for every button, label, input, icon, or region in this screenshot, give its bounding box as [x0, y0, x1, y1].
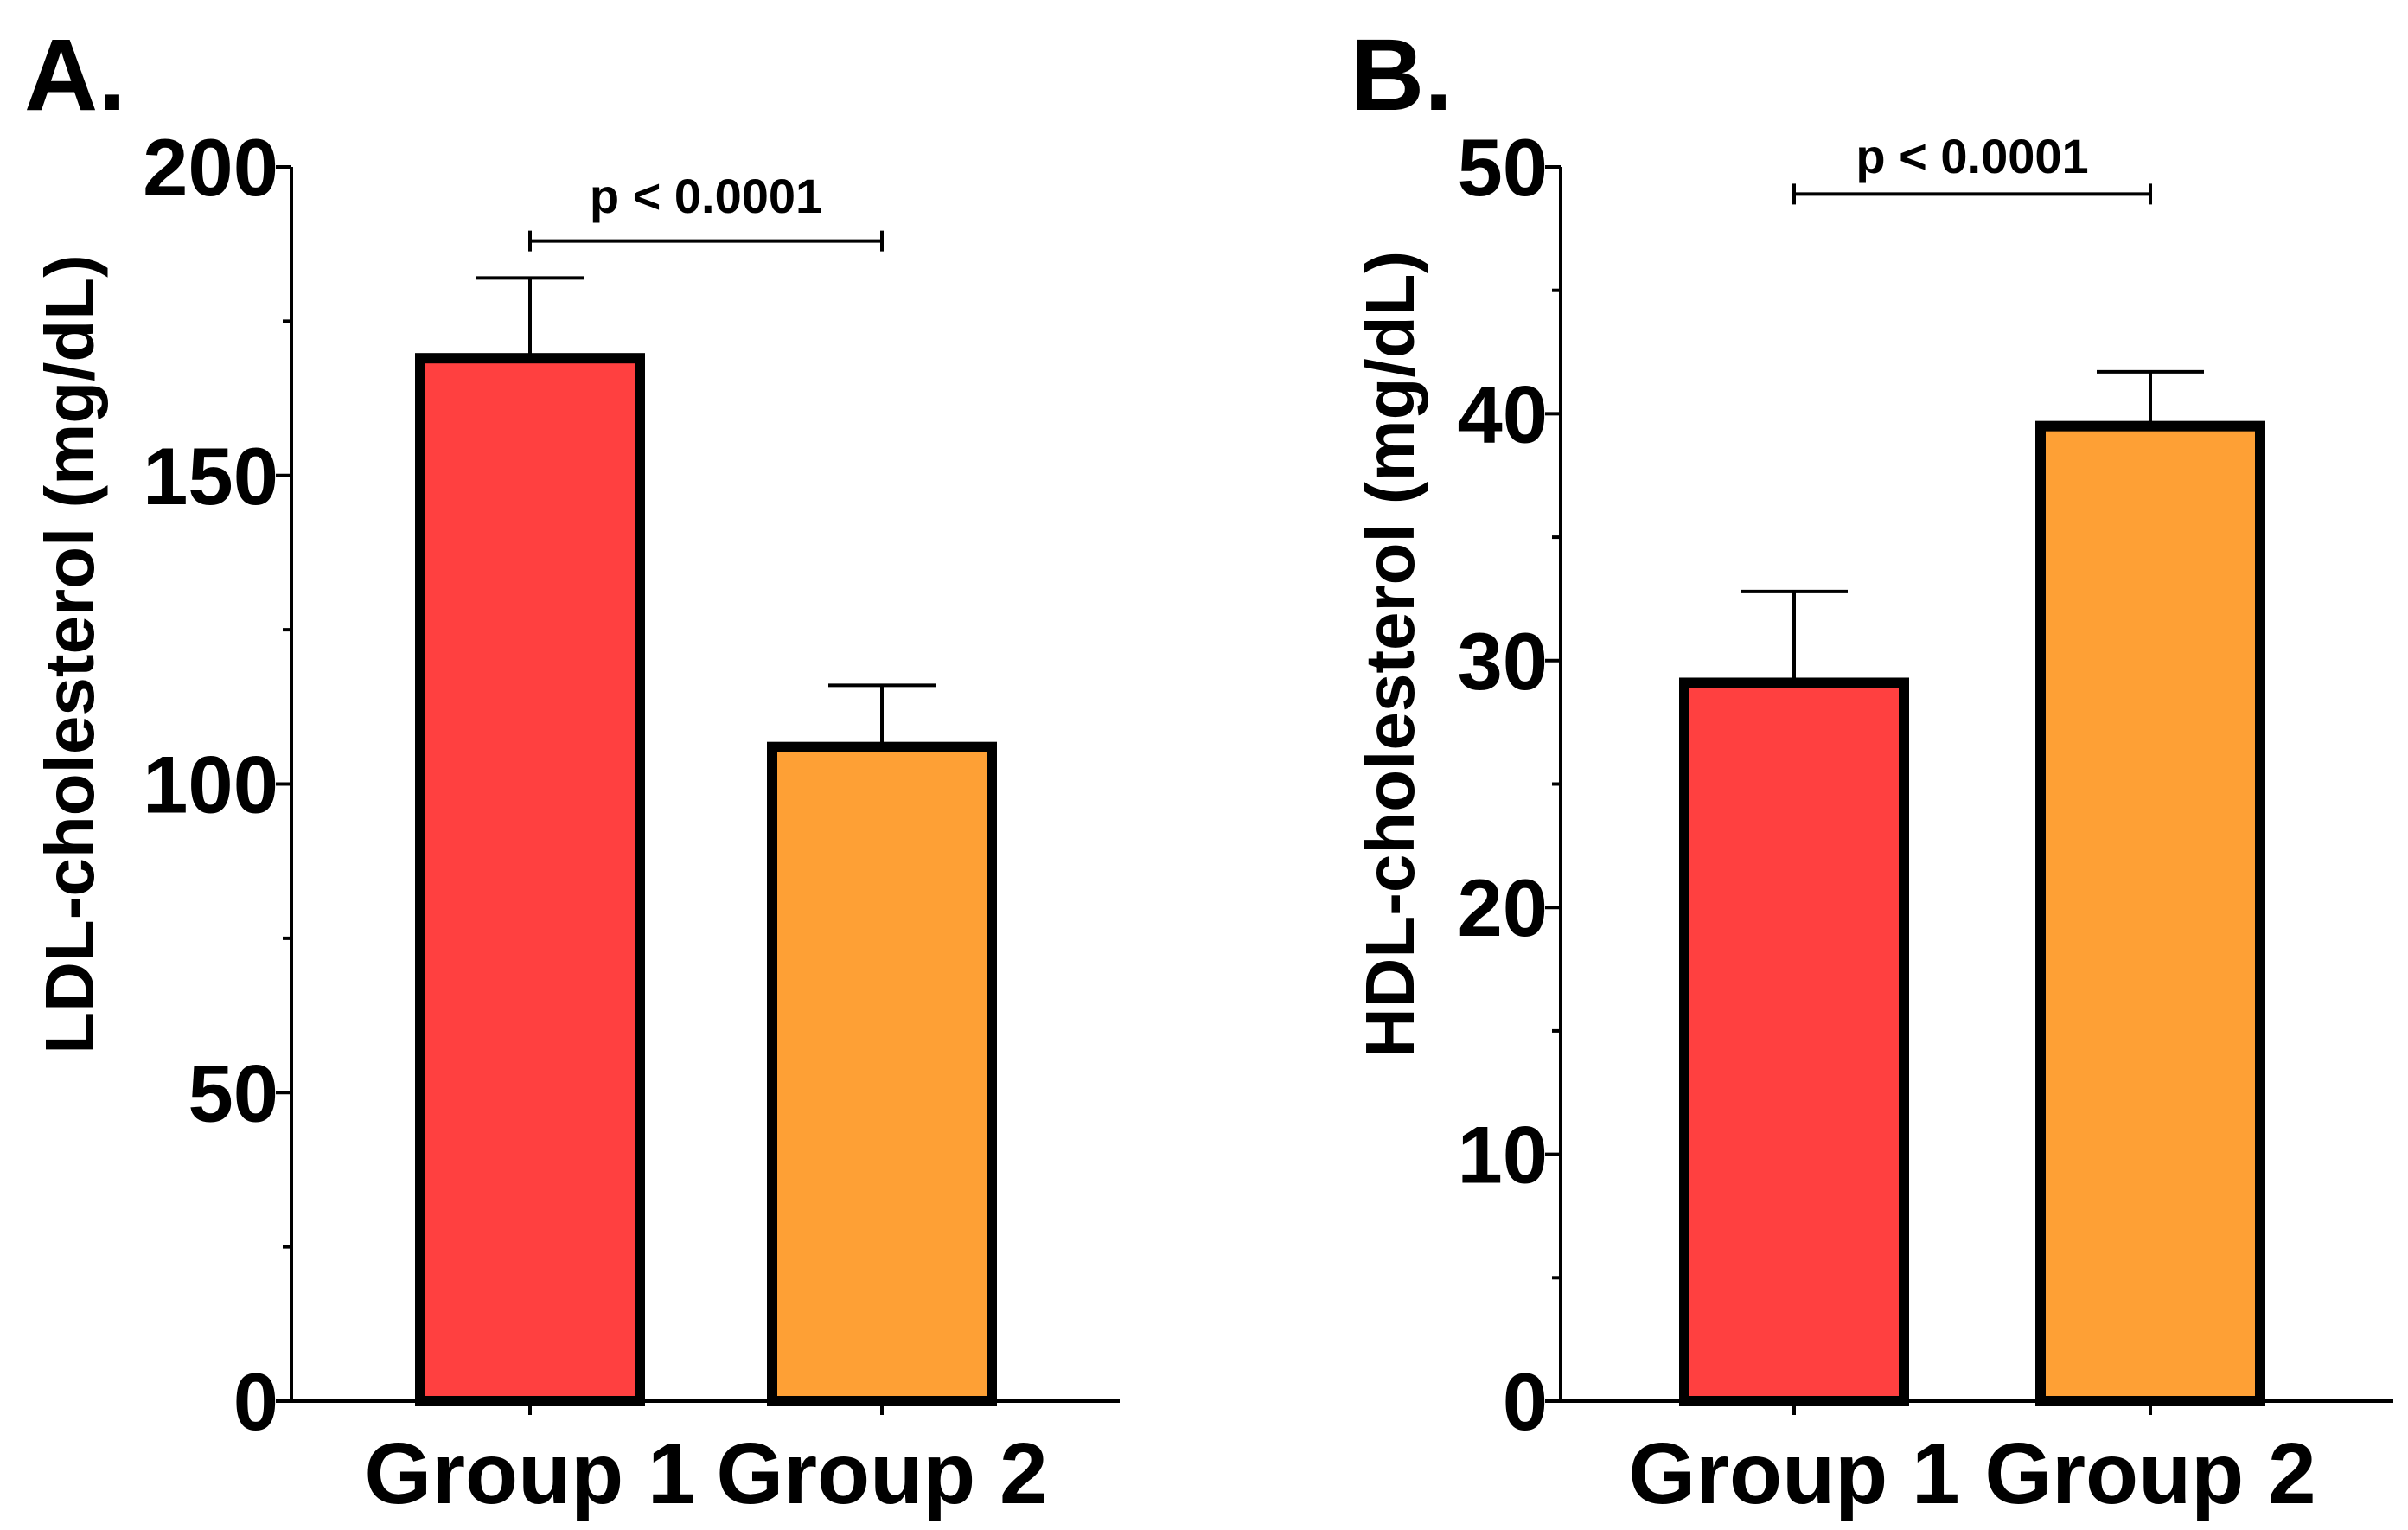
y-axis-title-ldl: LDL-cholesterol (mg/dL) [31, 254, 108, 1053]
bar-ldl-group-1 [415, 353, 645, 1406]
y-tick-label-hdl: 0 [1503, 1356, 1548, 1447]
significance-label-ldl: p < 0.0001 [590, 169, 822, 223]
panel-a-ldl-chart: A. LDL-cholesterol (mg/dL) 0 50 100 150 200 Gro… [24, 18, 1120, 1522]
x-category-label-hdl-group-1: Group 1 [1628, 1425, 1959, 1522]
panel-label-hdl: B. [1351, 18, 1453, 132]
y-tick-label-ldl: 200 [143, 122, 278, 213]
y-tick-label-ldl: 0 [233, 1356, 278, 1447]
y-tick-label-hdl: 40 [1457, 368, 1548, 459]
y-tick-label-hdl: 50 [1457, 122, 1548, 213]
bar-hdl-group-1 [1679, 677, 1909, 1406]
y-axis-title-hdl: HDL-cholesterol (mg/dL) [1351, 251, 1428, 1058]
y-tick-label-ldl: 150 [143, 431, 278, 522]
y-tick-label-hdl: 10 [1457, 1110, 1548, 1200]
y-tick-label-ldl: 100 [143, 739, 278, 830]
panel-b-hdl-chart: B. HDL-cholesterol (mg/dL) 0 10 20 30 40 50 Grou… [1351, 18, 2393, 1522]
bar-ldl-group-2 [767, 741, 997, 1406]
bar-hdl-group-2 [2035, 420, 2265, 1406]
y-tick-label-hdl: 20 [1457, 862, 1548, 953]
x-category-label-ldl-group-2: Group 2 [716, 1425, 1047, 1522]
x-category-label-hdl-group-2: Group 2 [1984, 1425, 2315, 1522]
y-tick-label-hdl: 30 [1457, 616, 1548, 707]
x-category-label-ldl-group-1: Group 1 [364, 1425, 695, 1522]
y-tick-label-ldl: 50 [188, 1047, 278, 1138]
panel-label-ldl: A. [24, 18, 126, 132]
significance-label-hdl: p < 0.0001 [1856, 129, 2088, 183]
